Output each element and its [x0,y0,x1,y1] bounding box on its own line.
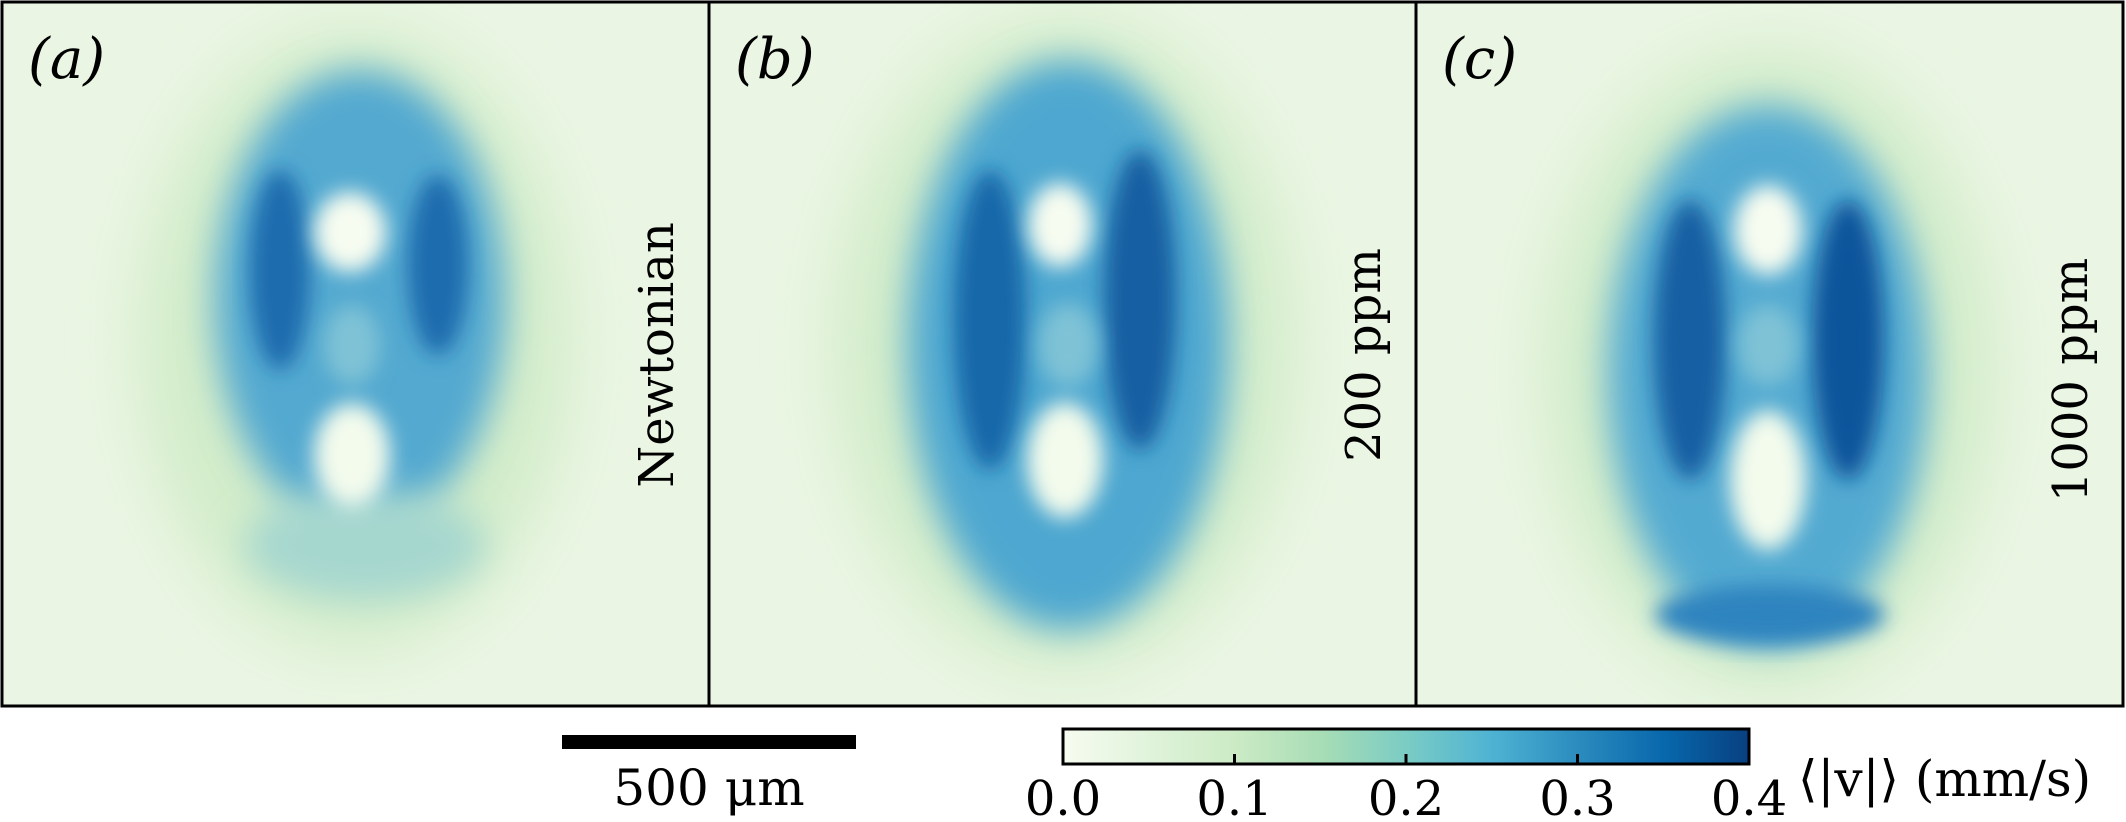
colorbar: 0.0 0.1 0.2 0.3 0.4 ⟨|v|⟩ (mm/s) [1025,727,2091,822]
scale-bar [562,735,856,749]
colorbar-tick-label: 0.4 [1711,771,1787,822]
condition-label-a: Newtonian [629,222,685,487]
colorbar-tick-label: 0.2 [1368,771,1444,822]
panel-label-c: (c) [1442,27,1517,92]
panel-label-b: (b) [735,27,815,92]
colorbar-tick-label: 0.1 [1196,771,1272,822]
panel-label-a: (a) [28,27,105,92]
panel-frame [0,0,2125,708]
colorbar-ticks: 0.0 0.1 0.2 0.3 0.4 [1025,754,1787,822]
panel-b [709,2,1416,706]
condition-label-c: 1000 ppm [2043,258,2099,502]
condition-label-b: 200 ppm [1336,248,1392,462]
colorbar-tick-label: 0.3 [1539,771,1615,822]
panel-c [1416,2,2123,706]
colorbar-label: ⟨|v|⟩ (mm/s) [1798,750,2091,808]
panel-a [2,2,709,706]
scale-bar-label: 500 μm [613,759,804,817]
colorbar-tick-label: 0.0 [1025,771,1101,822]
